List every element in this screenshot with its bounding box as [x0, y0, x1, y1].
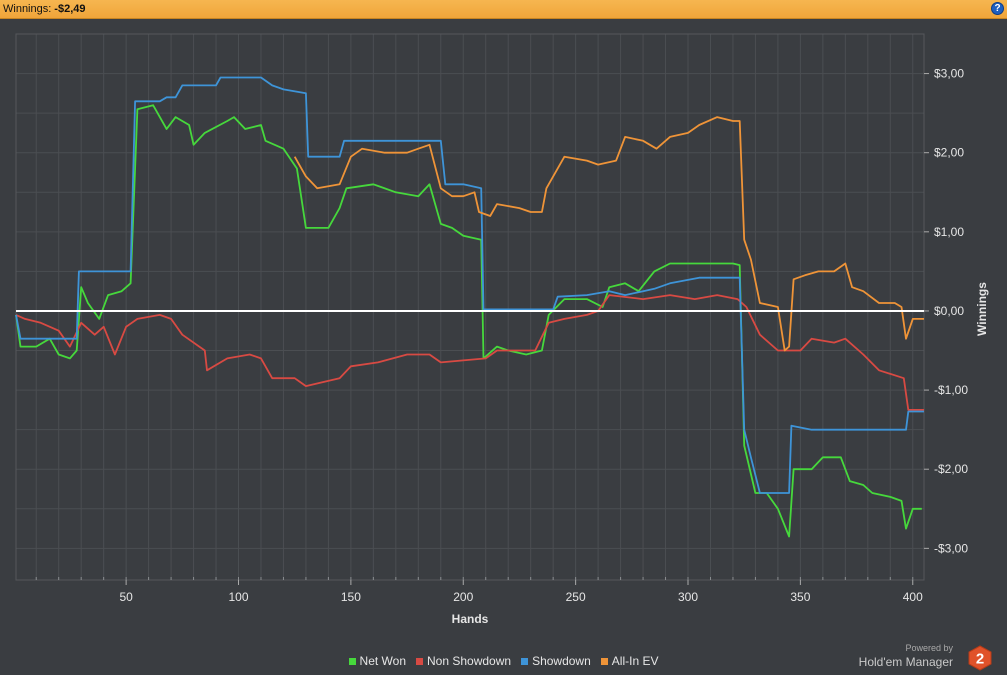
y-tick-label: $1,00	[934, 225, 964, 239]
legend-item-non-showdown[interactable]: Non Showdown	[416, 654, 511, 668]
x-tick-label: 250	[566, 590, 586, 604]
powered-by-text: Powered by	[905, 643, 953, 653]
legend-item-net-won[interactable]: Net Won	[348, 654, 406, 668]
chart-legend: Net Won Non Showdown Showdown All-In EV	[0, 654, 1007, 668]
legend-swatch-net-won	[348, 657, 356, 665]
branding: Powered by Hold'em Manager 2	[859, 643, 993, 673]
plot-frame	[15, 33, 925, 581]
winnings-chart: 50 100 150 200 250 300 350 400 $3,00 $2,00 $1,00 $0…	[15, 33, 989, 626]
series-line-net-won	[15, 104, 922, 538]
series-line-all-in-ev	[293, 116, 924, 352]
x-tick-label: 300	[678, 590, 698, 604]
legend-swatch-allin-ev	[600, 657, 608, 665]
y-axis-label: Winnings	[975, 282, 989, 336]
svg-text:2: 2	[976, 651, 984, 668]
series-line-showdown	[15, 76, 924, 494]
winnings-header: Winnings: -$2,49 ?	[0, 0, 1007, 19]
question-icon[interactable]: ?	[991, 2, 1004, 15]
x-tick-label: 100	[228, 590, 248, 604]
x-tick-label: 200	[453, 590, 473, 604]
legend-item-showdown[interactable]: Showdown	[521, 654, 591, 668]
legend-swatch-non-showdown	[416, 657, 423, 665]
product-name: Hold'em Manager	[858, 655, 953, 669]
hexagon-logo-icon: 2	[968, 645, 992, 671]
y-tick-label: -$1,00	[934, 383, 968, 397]
legend-item-allin-ev[interactable]: All-In EV	[600, 654, 659, 668]
legend-label-allin-ev: All-In EV	[611, 654, 659, 668]
y-tick-label: -$3,00	[934, 541, 968, 555]
x-tick-label: 400	[903, 590, 923, 604]
y-tick-label: -$2,00	[934, 462, 968, 476]
y-tick-label: $0,00	[934, 304, 964, 318]
x-tick-label: 50	[119, 590, 133, 604]
chart-axes: 50 100 150 200 250 300 350 400 $3,00 $2,00 $1,00 $0…	[35, 67, 968, 604]
legend-label-non-showdown: Non Showdown	[427, 654, 512, 668]
legend-swatch-showdown	[521, 657, 529, 665]
x-tick-label: 350	[790, 590, 810, 604]
x-axis-label: Hands	[452, 612, 489, 626]
chart-grid	[15, 33, 925, 581]
y-tick-label: $2,00	[934, 146, 964, 160]
series-line-non-showdown	[15, 294, 924, 411]
winnings-value: -$2,49	[54, 3, 86, 15]
legend-label-net-won: Net Won	[359, 654, 406, 668]
winnings-label: Winnings:	[3, 3, 52, 15]
x-tick-label: 150	[341, 590, 361, 604]
plot-area	[16, 34, 924, 580]
legend-label-showdown: Showdown	[532, 654, 591, 668]
y-tick-label: $3,00	[934, 67, 964, 81]
chart-series	[15, 76, 924, 538]
